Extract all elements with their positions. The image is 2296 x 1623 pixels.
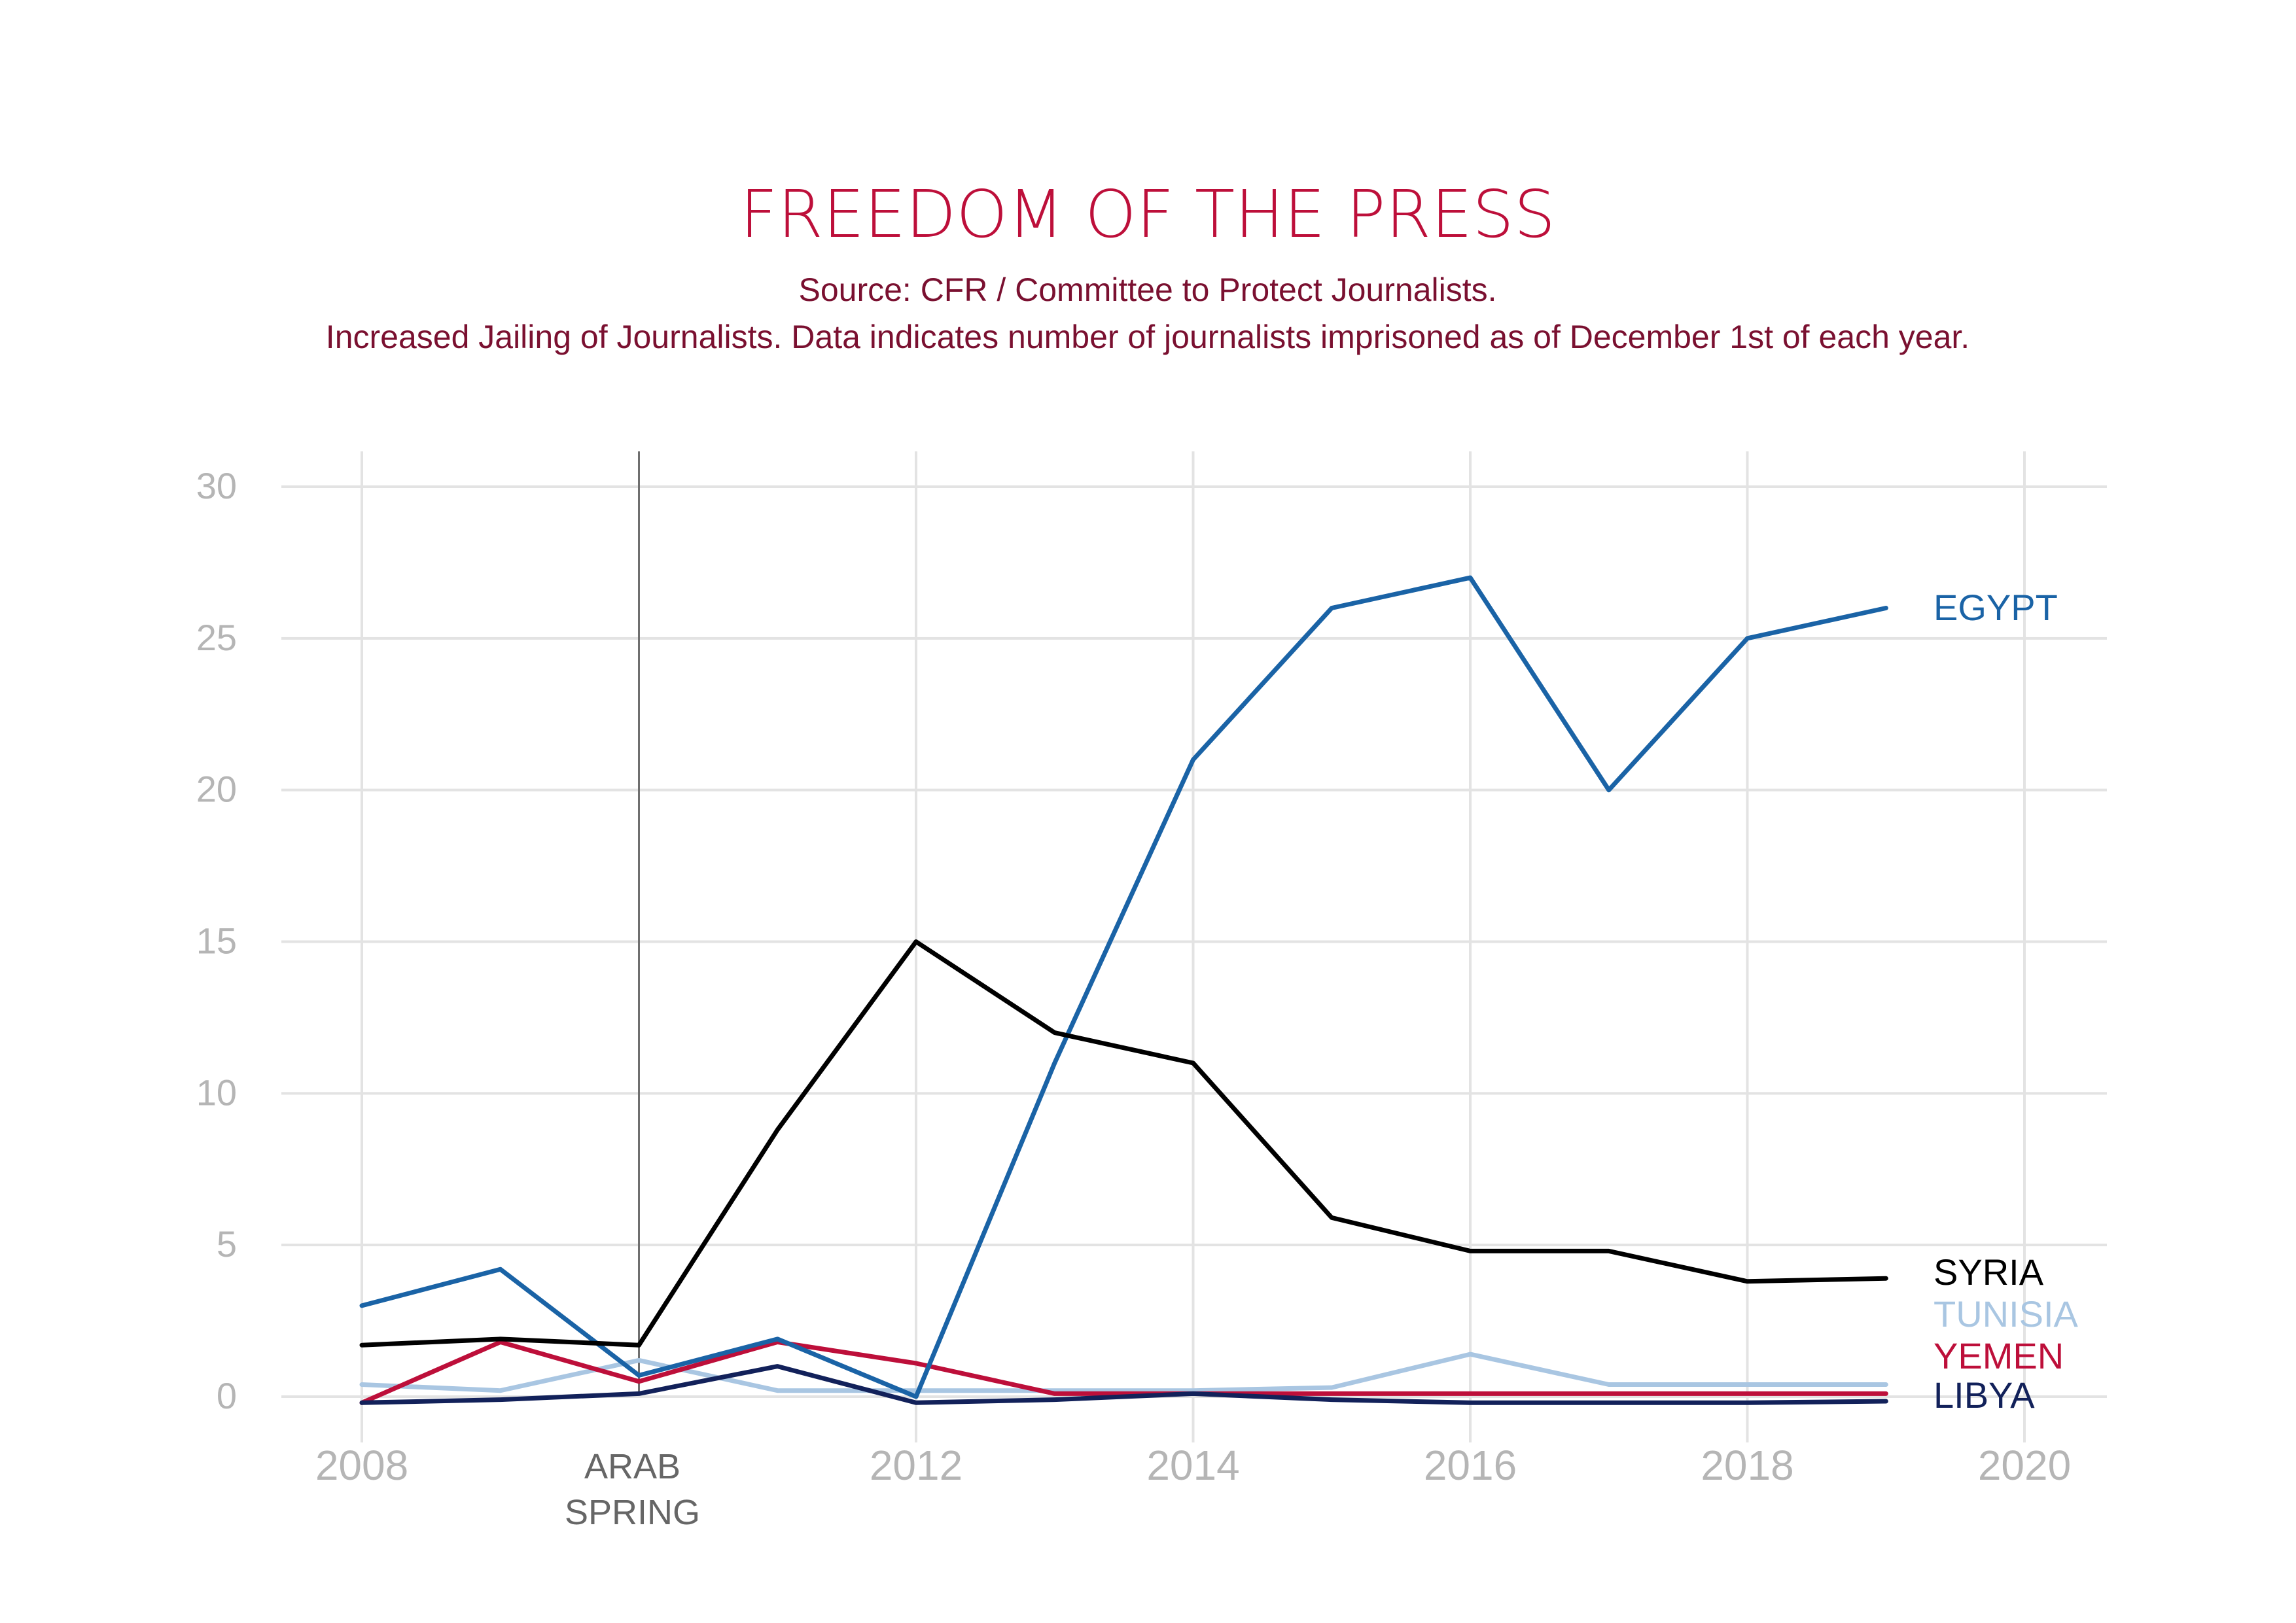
annotations: ARAB SPRING (565, 451, 700, 1532)
y-axis-ticks: 0 5 10 15 20 25 30 (196, 465, 237, 1416)
chart-title-group: FREEDOM OF THE PRESS Source: CFR / Commi… (326, 176, 1969, 355)
series-line-egypt (359, 575, 1888, 1399)
x-tick-label-2018: 2018 (1701, 1442, 1793, 1489)
y-tick-label-20: 20 (196, 769, 237, 810)
series-label-syria: SYRIA (1934, 1251, 2044, 1293)
x-axis-ticks: 2008 2012 2014 2016 2018 2020 (315, 1442, 2071, 1489)
series-label-egypt: EGYPT (1934, 587, 2058, 628)
annotation-label-line-2: SPRING (565, 1493, 700, 1532)
y-tick-label-15: 15 (196, 920, 237, 962)
y-tick-label-30: 30 (196, 465, 237, 506)
series-line-yemen (359, 1340, 1888, 1405)
x-tick-label-2020: 2020 (1978, 1442, 2071, 1489)
x-tick-label-2014: 2014 (1146, 1442, 1239, 1489)
x-tick-label-2012: 2012 (870, 1442, 963, 1489)
series-line-syria (359, 939, 1888, 1348)
chart-title: FREEDOM OF THE PRESS (740, 176, 1555, 253)
annotation-label-line-1: ARAB (584, 1447, 680, 1486)
series-label-tunisia: TUNISIA (1934, 1293, 2079, 1335)
series-label-yemen: YEMEN (1934, 1335, 2064, 1376)
y-tick-label-25: 25 (196, 617, 237, 658)
x-tick-label-2016: 2016 (1424, 1442, 1517, 1489)
series-line-tunisia (359, 1352, 1888, 1393)
grid-lines (281, 451, 2107, 1442)
series-line-libya (359, 1364, 1888, 1405)
y-tick-label-0: 0 (217, 1375, 237, 1416)
chart-subtitle-line-2: Increased Jailing of Journalists. Data i… (326, 319, 1969, 355)
series-label-libya: LIBYA (1934, 1374, 2035, 1416)
series-lines (359, 575, 1888, 1405)
y-tick-label-10: 10 (196, 1072, 237, 1113)
x-tick-label-2008: 2008 (315, 1442, 408, 1489)
y-tick-label-5: 5 (217, 1223, 237, 1265)
chart-subtitle-line-1: Source: CFR / Committee to Protect Journ… (798, 271, 1496, 308)
